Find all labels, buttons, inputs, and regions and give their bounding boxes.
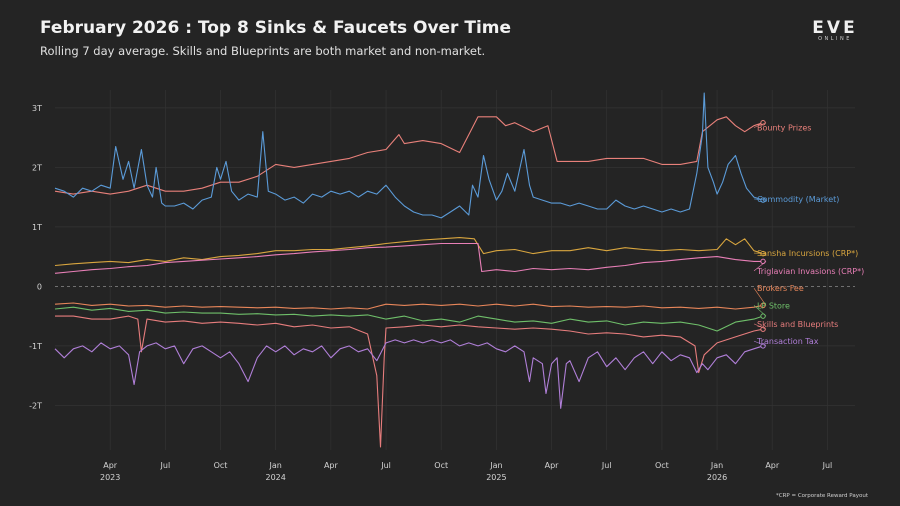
series-leader-line [753, 198, 767, 201]
eve-online-logo: EVE ONLINE [806, 18, 864, 43]
x-tick-label: Jan [489, 461, 502, 470]
y-tick-label: 0 [37, 282, 42, 291]
series-label: Sansha Incursions (CRP*) [757, 249, 858, 258]
series-end-marker [760, 258, 766, 265]
series-leader-line [753, 261, 767, 272]
chart-series-labels: Bounty Prizes Commodity (Market) Sansha In… [753, 122, 864, 347]
x-tick-label: Apr [765, 461, 780, 470]
series-label: LP Store [757, 301, 790, 310]
x-tick-label: Jul [380, 461, 391, 470]
series-leader-line [753, 252, 767, 254]
x-tick-label: Oct [434, 461, 448, 470]
x-year-label: 2023 [100, 473, 120, 482]
series-end-marker [760, 302, 766, 309]
series-line [54, 116, 764, 195]
series-end-marker [760, 313, 766, 319]
y-tick-label: -2T [29, 401, 42, 410]
x-tick-label: Jan [269, 461, 282, 470]
logo-text: EVE [812, 18, 858, 38]
chart-series-lines [54, 92, 766, 448]
chart-axes: 3T 2T 1T 0 -1T -2T Apr 2023 Jul Oct Jan 2024 Apr Jul O… [29, 104, 832, 482]
footnote: *CRP = Corporate Reward Payout [775, 493, 868, 499]
x-year-label: 2025 [486, 473, 506, 482]
y-tick-label: 3T [32, 104, 42, 113]
series-leader-line [753, 323, 767, 330]
x-tick-label: Jul [601, 461, 612, 470]
series-label: Commodity (Market) [757, 195, 839, 204]
series-leader-line [753, 305, 767, 317]
x-tick-label: Apr [324, 461, 339, 470]
series-label: Triglavian Invasions (CRP*) [756, 267, 864, 276]
x-tick-label: Oct [655, 461, 669, 470]
x-tick-label: Oct [214, 461, 228, 470]
series-leader-line [753, 287, 767, 306]
series-line [54, 92, 764, 219]
series-line [54, 237, 764, 267]
y-tick-label: 2T [32, 163, 42, 172]
series-line [54, 339, 764, 409]
series-line [54, 306, 764, 332]
y-tick-label: -1T [29, 342, 42, 351]
series-line [54, 302, 764, 310]
x-tick-label: Jul [160, 461, 171, 470]
x-tick-label: Apr [545, 461, 560, 470]
logo-subtext: ONLINE [818, 36, 852, 42]
x-year-label: 2026 [707, 473, 727, 482]
chart-title: February 2026 : Top 8 Sinks & Faucets Ov… [40, 18, 512, 38]
x-tick-label: Apr [103, 461, 118, 470]
series-label: Brokers Fee [757, 284, 804, 293]
chart-grid [55, 90, 855, 450]
series-leader-line [753, 122, 767, 128]
series-label: Bounty Prizes [757, 123, 811, 132]
x-tick-label: Jan [710, 461, 723, 470]
series-label: Skills and Blueprints [757, 320, 838, 329]
series-line [55, 315, 764, 448]
series-label: Transaction Tax [756, 337, 819, 346]
series-line [54, 242, 763, 274]
x-tick-label: Jul [822, 461, 833, 470]
x-year-label: 2024 [266, 473, 286, 482]
series-leader-line [753, 340, 767, 347]
chart-subtitle: Rolling 7 day average. Skills and Bluepr… [40, 44, 486, 58]
y-tick-label: 1T [32, 223, 42, 232]
